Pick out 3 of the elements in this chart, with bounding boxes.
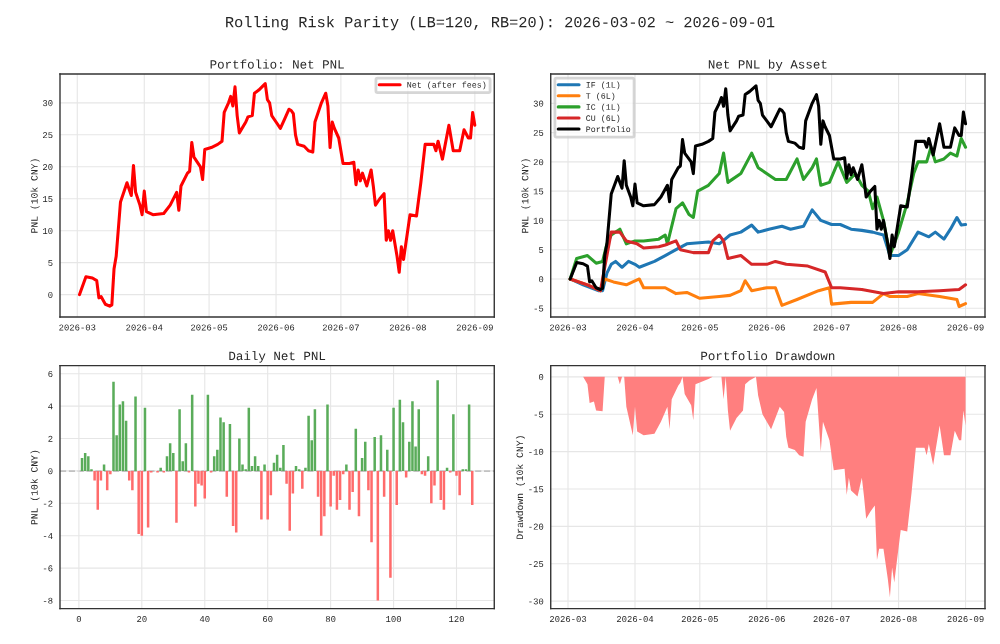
line-series xyxy=(568,84,968,292)
line-series xyxy=(568,208,968,293)
line-series xyxy=(568,230,968,296)
